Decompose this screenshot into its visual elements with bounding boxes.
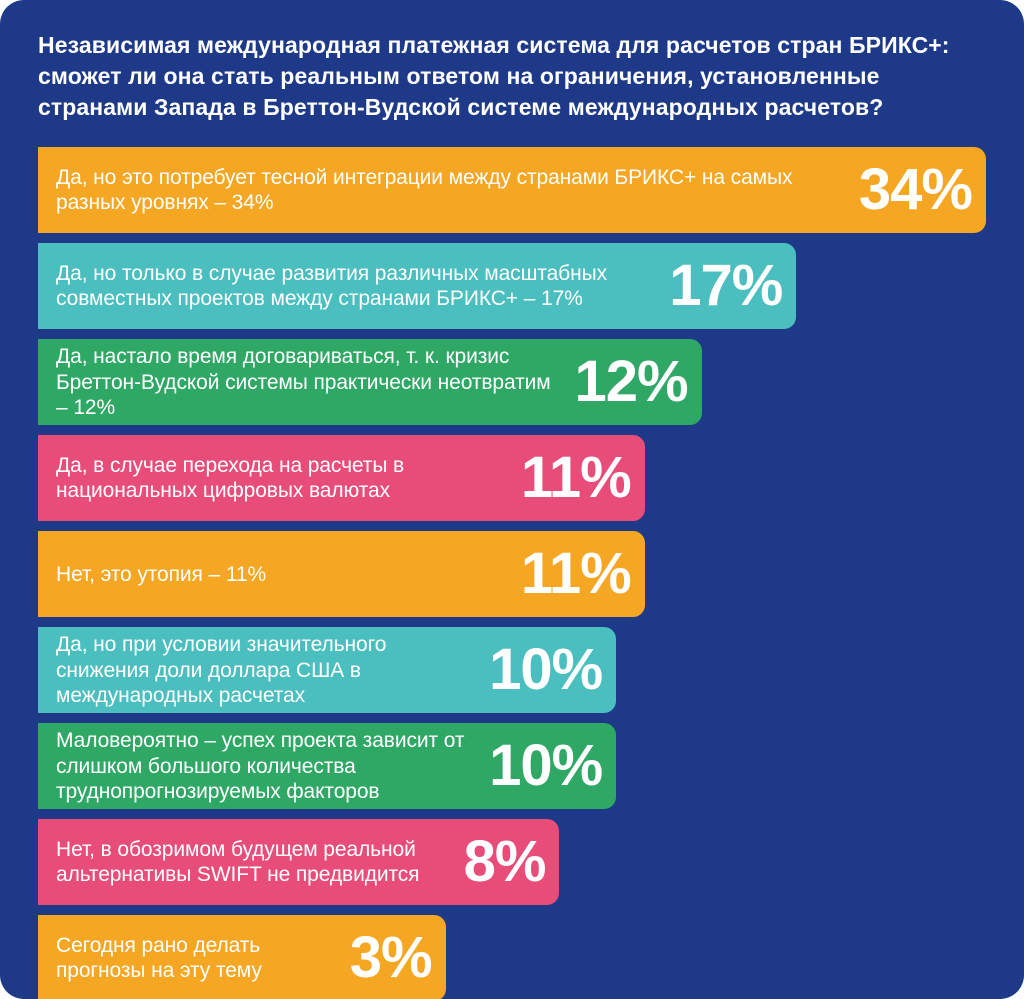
bars-container: Да, но это потребует тесной интеграции м… (38, 147, 986, 999)
bar: Да, в случае перехода на расчеты в нацио… (38, 435, 645, 521)
bar: Да, настало время договариваться, т. к. … (38, 339, 702, 425)
bar-label: Да, но при условии значительного снижени… (56, 632, 489, 708)
bar-value: 12% (575, 353, 688, 411)
bar-wrap: Да, но только в случае развития различны… (38, 243, 986, 329)
bar: Да, но это потребует тесной интеграции м… (38, 147, 986, 233)
bar-wrap: Да, настало время договариваться, т. к. … (38, 339, 986, 425)
bar: Нет, в обозримом будущем реальной альтер… (38, 819, 559, 905)
bar-value: 10% (489, 737, 602, 795)
bar-label: Нет, это утопия – 11% (56, 562, 521, 587)
bar-wrap: Нет, в обозримом будущем реальной альтер… (38, 819, 986, 905)
bar-value: 10% (489, 641, 602, 699)
bar: Нет, это утопия – 11%11% (38, 531, 645, 617)
bar-wrap: Маловероятно – успех проекта зависит от … (38, 723, 986, 809)
bar-value: 34% (859, 161, 972, 219)
bar-label: Да, но только в случае развития различны… (56, 261, 669, 311)
bar-wrap: Сегодня рано делать прогнозы на эту тему… (38, 915, 986, 999)
bar-label: Маловероятно – успех проекта зависит от … (56, 728, 489, 804)
bar-label: Да, но это потребует тесной интеграции м… (56, 165, 859, 215)
bar-wrap: Да, но при условии значительного снижени… (38, 627, 986, 713)
bar: Да, но при условии значительного снижени… (38, 627, 616, 713)
bar-value: 17% (669, 257, 782, 315)
bar-wrap: Да, в случае перехода на расчеты в нацио… (38, 435, 986, 521)
bar-value: 3% (350, 929, 432, 987)
bar: Да, но только в случае развития различны… (38, 243, 796, 329)
bar-label: Да, настало время договариваться, т. к. … (56, 344, 575, 420)
poll-panel: Независимая международная платежная сист… (0, 0, 1024, 999)
bar-label: Нет, в обозримом будущем реальной альтер… (56, 837, 464, 887)
bar-value: 11% (521, 449, 631, 507)
bar: Маловероятно – успех проекта зависит от … (38, 723, 616, 809)
bar-label: Сегодня рано делать прогнозы на эту тему (56, 933, 350, 983)
bar-value: 8% (464, 833, 546, 891)
bar: Сегодня рано делать прогнозы на эту тему… (38, 915, 446, 999)
poll-title: Независимая международная платежная сист… (38, 30, 986, 123)
bar-label: Да, в случае перехода на расчеты в нацио… (56, 453, 521, 503)
bar-value: 11% (521, 545, 631, 603)
bar-wrap: Да, но это потребует тесной интеграции м… (38, 147, 986, 233)
bar-wrap: Нет, это утопия – 11%11% (38, 531, 986, 617)
